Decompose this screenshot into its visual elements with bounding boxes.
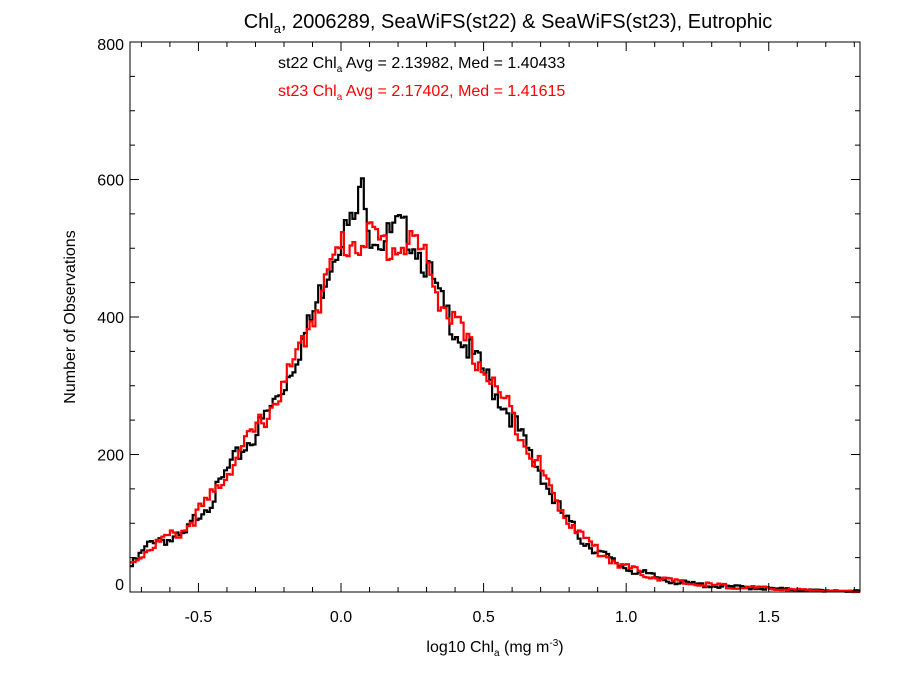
annotation-st23-post: Avg = 2.17402, Med = 1.41615 <box>342 83 565 100</box>
y-tick-label: 400 <box>97 310 124 327</box>
annotation-st23-pre: st23 Chl <box>278 83 337 100</box>
xlabel-pre: log10 Chl <box>426 639 494 656</box>
x-tick-label: 1.5 <box>758 609 780 626</box>
title-pre: Chl <box>244 11 274 33</box>
x-tick-label: 0.0 <box>330 609 352 626</box>
annotation-st22-pre: st22 Chl <box>278 55 337 72</box>
title-post: , 2006289, SeaWiFS(st22) & SeaWiFS(st23)… <box>281 11 772 33</box>
axis-ticks: -0.5 0.0 0.5 1.0 1.5 0 200 400 600 800 <box>97 37 860 626</box>
y-axis-label: Number of Observations <box>62 230 79 403</box>
annotation-st22-sub: a <box>337 64 343 75</box>
series-1-line <box>130 221 860 594</box>
x-axis-label: log10 Chla (mg m-3) <box>426 638 563 659</box>
title-sub: a <box>274 21 282 36</box>
y-tick-label: 200 <box>97 448 124 465</box>
y-tick-label: 600 <box>97 173 124 190</box>
annotation-st22: st22 Chla Avg = 2.13982, Med = 1.40433 <box>278 55 565 75</box>
y-tick-label: 800 <box>97 37 124 54</box>
xlabel-sup: -3 <box>549 638 558 649</box>
series-0-line <box>130 177 860 593</box>
annotation-st22-post: Avg = 2.13982, Med = 1.40433 <box>342 55 565 72</box>
chart-title: Chla, 2006289, SeaWiFS(st22) & SeaWiFS(s… <box>244 11 773 36</box>
annotation-st23-sub: a <box>337 92 343 103</box>
y-tick-label: 0 <box>115 577 124 594</box>
plot-frame <box>129 41 861 593</box>
annotation-st23: st23 Chla Avg = 2.17402, Med = 1.41615 <box>278 83 565 103</box>
xlabel-post: ) <box>558 639 563 656</box>
xlabel-mid: (mg m <box>500 639 550 656</box>
x-tick-label: -0.5 <box>185 609 213 626</box>
plot-series <box>130 177 860 594</box>
x-tick-label: 0.5 <box>472 609 494 626</box>
xlabel-sub: a <box>494 648 500 659</box>
x-tick-label: 1.0 <box>615 609 637 626</box>
